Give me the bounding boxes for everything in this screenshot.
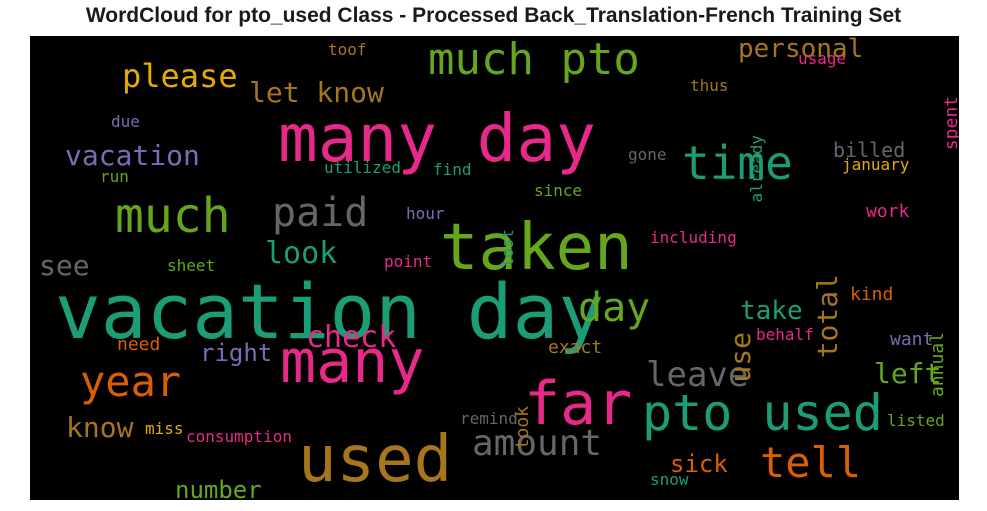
cloud-word: point xyxy=(384,252,433,271)
cloud-word: january xyxy=(842,155,910,174)
cloud-word: leave xyxy=(646,355,749,395)
cloud-word: billed xyxy=(833,138,906,162)
cloud-word: remind xyxy=(460,409,518,428)
cloud-word: miss xyxy=(145,419,184,438)
cloud-word: kind xyxy=(850,284,894,305)
cloud-word: time xyxy=(682,136,793,190)
cloud-word: know xyxy=(66,411,134,444)
cloud-word: paid xyxy=(272,190,369,236)
cloud-word: left xyxy=(874,357,942,390)
cloud-word: lost xyxy=(498,229,517,268)
cloud-word: run xyxy=(100,167,129,186)
cloud-word: thus xyxy=(690,76,729,95)
cloud-word: usage xyxy=(798,49,847,68)
cloud-word: right xyxy=(200,339,273,367)
cloud-word: toof xyxy=(328,40,367,59)
cloud-word: sheet xyxy=(167,256,216,275)
cloud-word: listed xyxy=(887,411,945,430)
chart-title: WordCloud for pto_used Class - Processed… xyxy=(85,4,902,27)
cloud-word: pto used xyxy=(642,384,883,442)
cloud-word: work xyxy=(866,201,910,222)
cloud-word: utilized xyxy=(324,158,402,177)
cloud-word: find xyxy=(433,160,472,179)
cloud-word: number xyxy=(175,476,262,500)
cloud-word: many day xyxy=(278,100,596,177)
cloud-word: sick xyxy=(670,450,728,478)
cloud-word: see xyxy=(39,249,90,282)
cloud-word: want xyxy=(890,329,934,350)
cloud-word: many xyxy=(280,327,425,397)
cloud-word: due xyxy=(111,112,140,131)
cloud-word: spent xyxy=(941,96,959,151)
cloud-word: check xyxy=(306,320,397,355)
cloud-word: tell xyxy=(760,438,862,487)
cloud-word: look xyxy=(265,236,338,271)
cloud-word: day xyxy=(578,285,651,331)
cloud-word: total xyxy=(811,274,844,359)
cloud-word: vacation day xyxy=(55,267,605,356)
cloud-word: far xyxy=(524,369,633,439)
cloud-word: snow xyxy=(650,470,689,489)
cloud-word: consumption xyxy=(186,427,292,446)
cloud-word: use xyxy=(724,332,757,383)
cloud-word: year xyxy=(80,357,182,406)
cloud-word: amount xyxy=(472,423,603,464)
cloud-word: vacation xyxy=(65,139,200,172)
cloud-word: exact xyxy=(548,337,603,358)
cloud-word: much xyxy=(115,188,231,244)
cloud-word: already xyxy=(747,135,766,203)
cloud-word: including xyxy=(650,228,737,247)
cloud-word: much pto xyxy=(428,36,640,85)
cloud-word: need xyxy=(117,334,161,355)
wordcloud-canvas: vacation day many day taken used many far pto … xyxy=(30,36,959,500)
cloud-word: behalf xyxy=(756,325,814,344)
cloud-word: please xyxy=(122,57,238,95)
cloud-word: hour xyxy=(406,204,445,223)
cloud-word: take xyxy=(740,296,803,326)
cloud-word: let know xyxy=(249,76,384,109)
cloud-word: since xyxy=(534,181,583,200)
cloud-word: personal xyxy=(738,36,864,64)
cloud-word: taken xyxy=(440,211,633,285)
cloud-word: used xyxy=(298,423,453,497)
cloud-word: gone xyxy=(628,145,667,164)
